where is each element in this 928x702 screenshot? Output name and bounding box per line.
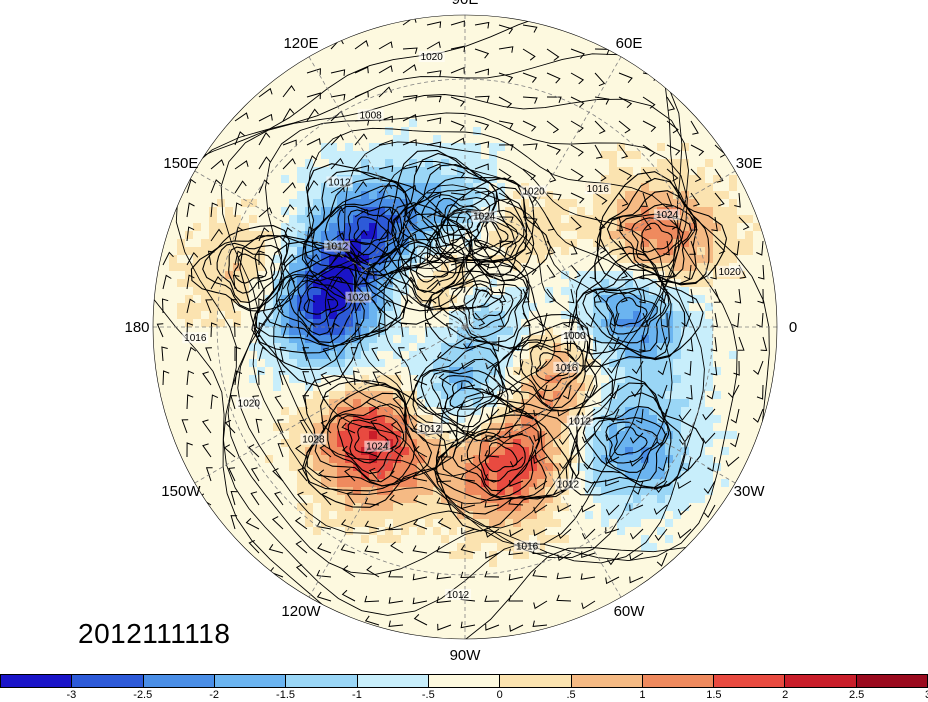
longitude-label: 180: [124, 319, 149, 336]
colorbar-cell: [785, 675, 857, 687]
colorbar-tick-label: -2.5: [133, 689, 153, 701]
colorbar-tick-label: -2: [209, 689, 220, 701]
contour-label: 1020: [347, 293, 370, 304]
longitude-label: 150W: [161, 483, 201, 500]
contour-label: 1016: [184, 333, 207, 344]
colorbar: -3 -2.5 -2 -1.5 -1 -.5 0 .5 1 1.5 2 2.5 3: [0, 674, 928, 702]
longitude-label: 30W: [734, 483, 766, 500]
map-boundary: [152, 14, 778, 640]
colorbar-tick-label: 1.5: [706, 689, 722, 701]
colorbar-tick-label: 2: [782, 689, 789, 701]
contour-label: 1012: [447, 590, 470, 601]
colorbar-cell: [571, 675, 643, 687]
contour-labels: 1016 1012 1012 1016 1012 1012 1024 1028 1020 1016…: [182, 51, 743, 601]
longitude-label: 150E: [163, 155, 198, 172]
colorbar-strip: [0, 674, 928, 688]
contour-label: 1012: [328, 177, 351, 188]
contour-label: 1016: [555, 363, 578, 374]
longitude-label: 90W: [450, 647, 482, 664]
colorbar-cell: [286, 675, 358, 687]
colorbar-cell: [642, 675, 715, 687]
colorbar-cell: [72, 675, 144, 687]
colorbar-cell: [214, 675, 287, 687]
contour-label: 1012: [419, 424, 442, 435]
contour-label: 1012: [569, 417, 592, 428]
colorbar-tick-label: -.5: [421, 689, 435, 701]
contour-label: 1020: [522, 187, 545, 198]
contour-label: 1028: [302, 435, 325, 446]
colorbar-cell: [143, 675, 215, 687]
colorbar-cell: [428, 675, 501, 687]
wind-barbs: [156, 16, 768, 632]
colorbar-cell: [714, 675, 786, 687]
contour-label: 1024: [473, 212, 496, 223]
contour-label: 1012: [326, 242, 349, 253]
colorbar-tick-label: -1: [352, 689, 362, 701]
colorbar-tick-label: 2.5: [848, 689, 865, 701]
contour-label: 1016: [587, 184, 610, 195]
contour-label: 1020: [238, 398, 261, 409]
longitude-label: 90E: [452, 0, 479, 8]
colorbar-cell: [856, 675, 928, 687]
longitude-label: 30E: [736, 155, 763, 172]
contour-label: 1020: [719, 267, 742, 278]
longitude-label: 120W: [281, 603, 321, 620]
longitude-label: 60E: [616, 35, 643, 52]
colorbar-tick-label: 0: [496, 689, 503, 701]
polar-map: 90E 60E 30E 0 30W 60W 90W 120W 150W 180 150E 120E 1…: [124, 0, 797, 664]
colorbar-tick-label: 1: [639, 689, 646, 701]
contour-label: 1024: [656, 210, 679, 221]
timestamp-label: 2012111118: [78, 618, 231, 649]
contour-label: 1012: [557, 480, 580, 491]
longitude-label: 60W: [614, 603, 646, 620]
colorbar-cell: [1, 675, 73, 687]
colorbar-cell: [500, 675, 572, 687]
contour-label: 1008: [359, 110, 382, 121]
colorbar-tick-label: -1.5: [276, 689, 296, 701]
contour-label: 1000: [563, 331, 586, 342]
longitude-label: 0: [789, 319, 797, 336]
contour-label: 1024: [366, 442, 389, 453]
colorbar-tick-label: .5: [566, 689, 576, 701]
lat-lon-grid: [153, 15, 777, 639]
contour-label: 1020: [421, 52, 444, 63]
contour-label: 1016: [516, 542, 539, 553]
colorbar-cell: [357, 675, 429, 687]
colorbar-tick-label: -3: [66, 689, 77, 701]
colorbar-tick-label: 3: [925, 689, 928, 701]
longitude-labels: 90E 60E 30E 0 30W 60W 90W 120W 150W 180 150E 120E: [124, 0, 797, 664]
longitude-label: 120E: [283, 35, 318, 52]
